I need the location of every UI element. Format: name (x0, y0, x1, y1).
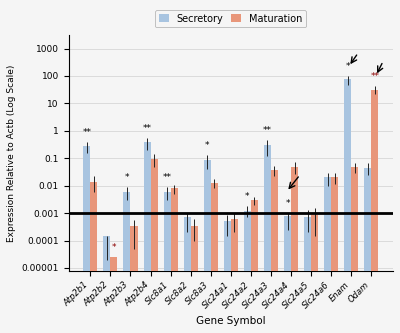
Bar (231, 219, 238, 333)
Legend: Secretory, Maturation: Secretory, Maturation (156, 10, 306, 28)
Bar (371, 90, 378, 333)
Bar (204, 160, 211, 333)
Bar (284, 216, 291, 333)
Bar (130, 226, 138, 333)
Text: *: * (285, 199, 290, 208)
Text: *: * (125, 173, 129, 182)
Y-axis label: Expression Relative to Actb (Log Scale): Expression Relative to Actb (Log Scale) (7, 64, 16, 242)
Text: *: * (205, 141, 210, 150)
X-axis label: Gene Symbol: Gene Symbol (196, 316, 266, 326)
Bar (164, 192, 171, 333)
Bar (244, 211, 251, 333)
Bar (291, 167, 298, 333)
Bar (90, 182, 97, 333)
Text: *: * (245, 192, 250, 201)
Bar (331, 177, 338, 333)
Bar (191, 226, 198, 333)
Text: **: ** (82, 128, 91, 137)
Bar (311, 215, 318, 333)
Bar (144, 142, 150, 333)
Bar (364, 168, 371, 333)
Bar (251, 200, 258, 333)
Bar (324, 177, 331, 333)
Bar (264, 145, 271, 333)
Bar (211, 182, 218, 333)
Bar (83, 146, 90, 333)
Bar (344, 79, 351, 333)
Text: *: * (112, 243, 116, 252)
Text: *: * (346, 62, 350, 71)
Bar (150, 159, 158, 333)
Bar (110, 257, 118, 333)
Text: **: ** (142, 124, 152, 133)
Bar (271, 170, 278, 333)
Bar (184, 216, 191, 333)
Bar (124, 192, 130, 333)
Bar (351, 167, 358, 333)
Bar (224, 221, 231, 333)
Bar (304, 216, 311, 333)
Text: **: ** (263, 126, 272, 135)
Text: **: ** (163, 173, 172, 182)
Bar (171, 188, 178, 333)
Text: **: ** (370, 73, 379, 82)
Bar (104, 236, 110, 333)
